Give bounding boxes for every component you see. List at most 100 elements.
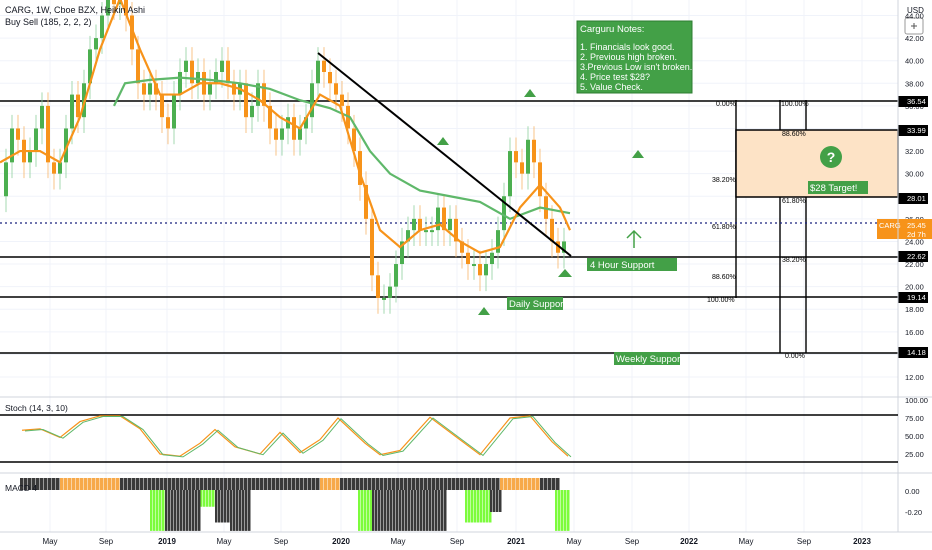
time-axis[interactable]: May Sep 2019 May Sep 2020 May Sep 2021 May Sep 2022…: [42, 537, 871, 546]
x-tick-label: 2021: [507, 537, 525, 546]
macd-bar: [438, 490, 441, 531]
macd-bar: [189, 490, 192, 531]
macd-top-bar: [548, 478, 552, 490]
macd-top-bar: [444, 478, 448, 490]
current-price: 25.45: [907, 221, 926, 230]
macd-top-bar: [68, 478, 72, 490]
candle-body: [562, 241, 566, 253]
candle-body: [304, 117, 308, 129]
macd-bar: [159, 490, 162, 531]
macd-top-bar: [440, 478, 444, 490]
macd-bar: [402, 490, 405, 531]
macd-top-bar: [112, 478, 116, 490]
macd-top-bar: [48, 478, 52, 490]
macd-top-bar: [76, 478, 80, 490]
macd-bar: [233, 490, 236, 531]
macd-bar: [183, 490, 186, 531]
x-tick-label: Sep: [274, 537, 289, 546]
fib-right-1: 88.60%: [782, 131, 806, 138]
macd-top-bar: [288, 478, 292, 490]
triangle-2: [524, 89, 536, 97]
macd-top-bar: [376, 478, 380, 490]
candle-body: [364, 184, 368, 219]
symbol-title: CARG, 1W, Cboe BZX, Heikin Ashi: [5, 5, 145, 15]
candle-body: [436, 207, 440, 231]
macd-top-bar: [180, 478, 184, 490]
macd-top-bar: [124, 478, 128, 490]
label-daily-support: Daily Support: [509, 299, 566, 310]
candle-body: [376, 275, 380, 298]
macd-top-bar: [308, 478, 312, 490]
stoch-title: Stoch (14, 3, 10): [5, 403, 68, 413]
macd-top-bar: [488, 478, 492, 490]
macd-top-bar: [260, 478, 264, 490]
candle-body: [34, 128, 38, 152]
label-4-hour-support: 4 Hour Support: [590, 260, 655, 271]
macd-top-bar: [316, 478, 320, 490]
fib-right-2: 61.80%: [782, 198, 806, 205]
macd-top-bar: [136, 478, 140, 490]
x-tick-label: Sep: [797, 537, 812, 546]
macd-top-bar: [512, 478, 516, 490]
macd-bar: [444, 490, 447, 531]
candle-body: [160, 94, 164, 118]
fib-left-0: 0.00%: [716, 101, 736, 108]
candle-body: [520, 162, 524, 174]
macd-top-bar: [228, 478, 232, 490]
y-tick-label: 44.00: [905, 12, 924, 21]
macd-bar: [396, 490, 399, 531]
macd-top-bar: [264, 478, 268, 490]
candle-body: [244, 83, 248, 118]
settings-icon[interactable]: [904, 17, 924, 35]
y-tick-label: 30.00: [905, 170, 924, 179]
candle-body: [52, 162, 56, 174]
macd-top-bar: [196, 478, 200, 490]
candle-body: [106, 0, 110, 16]
candle-body: [28, 151, 32, 163]
x-tick-label: Sep: [625, 537, 640, 546]
macd-top-bar: [148, 478, 152, 490]
macd-bar: [372, 490, 375, 531]
macd-top-bar: [508, 478, 512, 490]
candle-body: [250, 105, 254, 118]
stoch-tick-label: 75.00: [905, 414, 924, 423]
tag-33-99: 33.99: [907, 126, 926, 135]
macd-top-bar: [176, 478, 180, 490]
candle-body: [430, 230, 434, 233]
macd-bar: [441, 490, 444, 531]
candle-body: [268, 105, 272, 129]
macd-top-bar: [332, 478, 336, 490]
fib-left-4: 100.00%: [707, 297, 735, 304]
macd-top-bar: [396, 478, 400, 490]
macd-top-bar: [348, 478, 352, 490]
candle-body: [496, 230, 500, 253]
candle-body: [196, 71, 200, 84]
candle-body: [190, 60, 194, 84]
notes-line-3: 3.Previous Low isn't broken.: [580, 62, 692, 72]
fib-left-3: 88.60%: [712, 274, 736, 281]
macd-top-bar: [100, 478, 104, 490]
candle-body: [448, 218, 452, 231]
macd-top-bar: [516, 478, 520, 490]
candle-body: [148, 83, 152, 95]
candle-body: [490, 252, 494, 265]
macd-bar: [558, 490, 561, 531]
candle-body: [358, 151, 362, 185]
macd-top-bar: [544, 478, 548, 490]
candle-body: [142, 83, 146, 95]
candle-body: [118, 0, 122, 5]
notes-line-1: 1. Financials look good.: [580, 42, 675, 52]
fib-left-2: 61.80%: [712, 224, 736, 231]
candle-body: [310, 83, 314, 118]
macd-top-bar: [504, 478, 508, 490]
candle-body: [556, 241, 560, 253]
candle-body: [406, 230, 410, 242]
candle-body: [400, 241, 404, 265]
macd-top-bar: [52, 478, 56, 490]
candle-body: [88, 49, 92, 84]
macd-top-bar: [188, 478, 192, 490]
macd-top-bar: [424, 478, 428, 490]
macd-bar: [490, 490, 493, 512]
notes-line-4: 4. Price test $28?: [580, 72, 650, 82]
candle-body: [532, 139, 536, 163]
